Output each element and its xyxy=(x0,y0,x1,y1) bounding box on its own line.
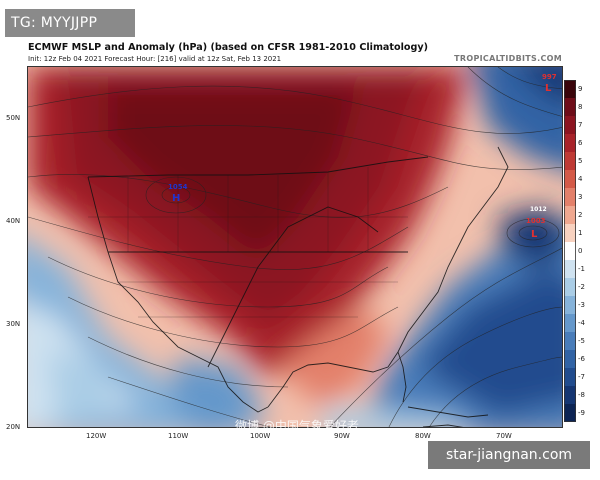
low-ne-value: 997 xyxy=(542,73,557,81)
lon-label-100w: 100W xyxy=(250,432,271,440)
colorbar-tick-label: -6 xyxy=(578,355,585,363)
lat-label-20n: 20N xyxy=(6,423,21,431)
colorbar-swatch xyxy=(564,206,576,225)
high-center-letter: H xyxy=(172,193,180,204)
brand-label: TROPICALTIDBITS.COM xyxy=(454,54,562,63)
colorbar-swatch xyxy=(564,170,576,189)
colorbar-swatch xyxy=(564,188,576,207)
lat-label-50n: 50N xyxy=(6,114,21,122)
colorbar-tick-label: -7 xyxy=(578,373,585,381)
colorbar-tick-label: 4 xyxy=(578,175,583,183)
colorbar-tick-label: -8 xyxy=(578,391,585,399)
colorbar-swatch xyxy=(564,368,576,387)
colorbar-tick-label: -9 xyxy=(578,409,585,417)
lat-label-30n: 30N xyxy=(6,320,21,328)
map-subtitle: Init: 12z Feb 04 2021 Forecast Hour: [21… xyxy=(28,55,282,63)
low-east-contour: 1012 xyxy=(530,206,547,213)
lon-label-70w: 70W xyxy=(496,432,512,440)
colorbar-swatch xyxy=(564,98,576,117)
colorbar-swatch xyxy=(564,314,576,333)
colorbar-swatch xyxy=(564,296,576,315)
lon-label-80w: 80W xyxy=(415,432,431,440)
colorbar-swatch xyxy=(564,80,576,99)
colorbar-swatch xyxy=(564,260,576,279)
colorbar-tick-label: 8 xyxy=(578,103,583,111)
lon-label-110w: 110W xyxy=(168,432,189,440)
colorbar-swatch xyxy=(564,116,576,135)
high-center-value: 1054 xyxy=(168,183,188,191)
colorbar-border xyxy=(564,80,576,422)
colorbar-tick-label: -1 xyxy=(578,265,585,273)
colorbar-swatch xyxy=(564,152,576,171)
low-ne-letter: L xyxy=(545,83,552,94)
colorbar-swatch xyxy=(564,242,576,261)
colorbar-tick-label: 1 xyxy=(578,229,583,237)
colorbar-tick-label: 9 xyxy=(578,85,583,93)
anomaly-map: 1054 H 1012 1003 L 997 L xyxy=(27,66,563,428)
colorbar-tick-label: -3 xyxy=(578,301,585,309)
colorbar-tick-label: 3 xyxy=(578,193,583,201)
colorbar-tick-label: 2 xyxy=(578,211,583,219)
low-east-value: 1003 xyxy=(526,217,546,225)
colorbar-swatch xyxy=(564,224,576,243)
colorbar-tick-label: 7 xyxy=(578,121,583,129)
lat-label-40n: 40N xyxy=(6,217,21,225)
lon-label-90w: 90W xyxy=(334,432,350,440)
colorbar-swatch xyxy=(564,404,576,422)
colorbar-swatch xyxy=(564,350,576,369)
colorbar-swatch xyxy=(564,278,576,297)
lon-label-120w: 120W xyxy=(86,432,107,440)
colorbar-tick-label: -5 xyxy=(578,337,585,345)
colorbar-tick-label: -2 xyxy=(578,283,585,291)
site-badge: star-jiangnan.com xyxy=(428,441,590,469)
weibo-watermark: 微博 @中国气象爱好者 xyxy=(235,419,359,433)
colorbar-swatch xyxy=(564,134,576,153)
colorbar-swatch xyxy=(564,386,576,405)
colorbar-tick-label: -4 xyxy=(578,319,585,327)
map-title: ECMWF MSLP and Anomaly (hPa) (based on C… xyxy=(28,42,428,53)
tg-badge: TG: MYYJJPP xyxy=(5,9,135,37)
low-east-letter: L xyxy=(531,229,538,240)
colorbar xyxy=(564,80,576,422)
colorbar-tick-label: 0 xyxy=(578,247,583,255)
colorbar-swatch xyxy=(564,332,576,351)
colorbar-tick-label: 5 xyxy=(578,157,583,165)
colorbar-tick-label: 6 xyxy=(578,139,583,147)
